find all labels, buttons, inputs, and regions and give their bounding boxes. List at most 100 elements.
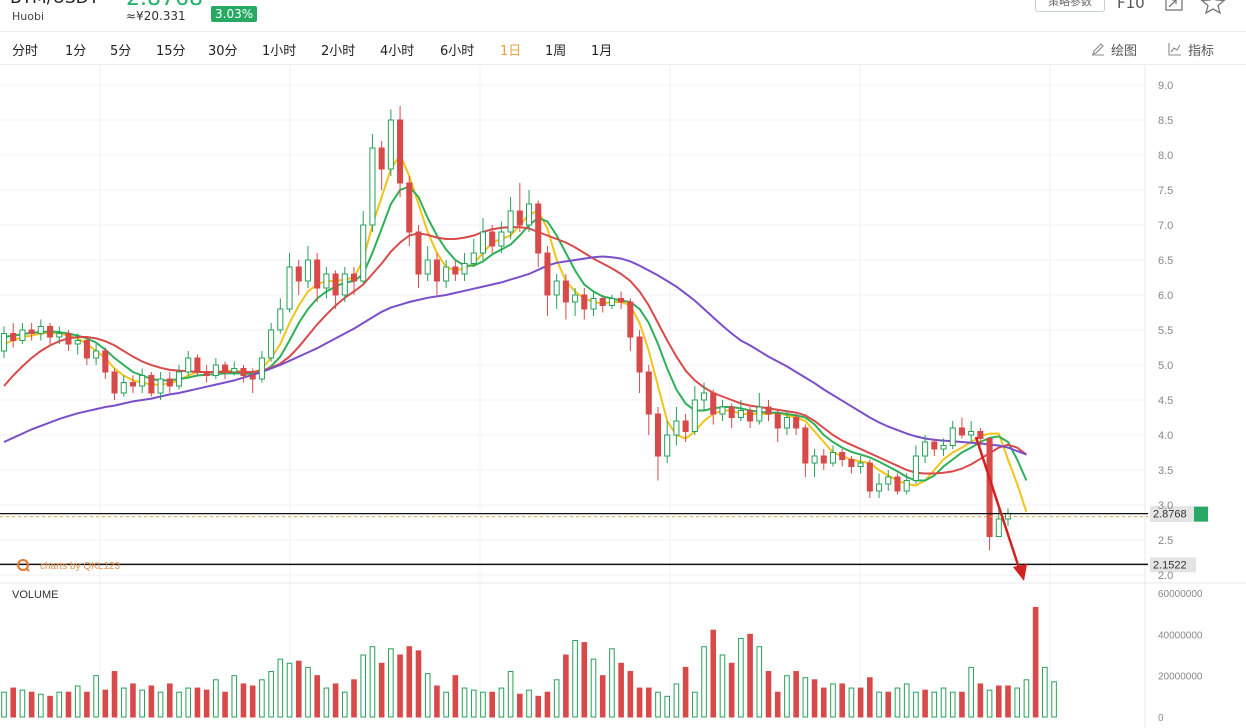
candle-up [507,210,514,233]
volume-bar [636,687,643,718]
volume-bar [756,646,763,718]
candlestick-chart[interactable]: 2.8768 2.1522 charts by QKL123 9.0 8.5 8.0 7… [0,65,1246,728]
volume-bar [222,691,228,718]
ma-line [3,152,1028,513]
volume-tick-label: 60000000 [1158,589,1203,600]
candle-down [378,147,385,170]
price-tick-label: 9.0 [1158,80,1173,92]
candle-down [581,294,588,310]
tab-4hour[interactable]: 4小时 [380,44,415,59]
candle-up [857,462,864,467]
volume-bar [388,648,394,718]
price-tick-label: 3.0 [1158,500,1173,512]
change-badge: 3.03% [211,6,258,22]
tab-timeline[interactable]: 分时 [12,44,39,59]
candle-down [295,266,302,282]
volume-bar [830,683,836,718]
candle-up [876,483,883,492]
volume-bar [213,679,219,718]
expand-icon[interactable] [1164,0,1184,12]
volume-bar [507,671,514,718]
candle-up [461,263,468,275]
volume-bar [959,691,965,718]
candle-down [83,340,90,359]
volume-bar [240,683,247,718]
candle-down [544,252,551,296]
tab-30min[interactable]: 30分 [208,44,238,59]
candle-down [65,333,72,345]
candle-up [498,231,505,247]
volume-bar [710,629,717,718]
f10-button[interactable]: F10 [1117,0,1145,12]
volume-bar [65,691,72,718]
arrow-head [1013,564,1027,581]
candle-up [286,266,293,310]
tab-1min[interactable]: 1分 [65,44,87,59]
candle-up [139,375,146,387]
pencil-icon [1092,43,1104,56]
tab-15min[interactable]: 15分 [156,44,186,59]
candle-down [765,406,772,415]
tab-1day[interactable]: 1日 [500,44,522,59]
volume-bar [268,671,274,718]
volume-bar [231,675,238,718]
candle-up [175,371,183,387]
price-tick-label: 7.5 [1158,185,1173,197]
last-price: 2.8768 [126,0,203,11]
volume-bar [498,687,505,718]
candle-up [590,298,597,310]
candle-down [102,350,109,373]
volume-bar [968,666,974,718]
indicator-label: 指标 [1188,44,1215,59]
volume-bar [397,654,403,718]
draw-tool-button[interactable]: 绘图 [1092,40,1138,59]
volume-bar [194,687,201,718]
volume-bar [461,687,468,718]
price-tick-label: 5.0 [1158,360,1173,372]
volume-bar [1051,681,1057,718]
price-tick-label: 4.0 [1158,430,1173,442]
volume-bar [526,689,532,718]
strategy-params-button[interactable]: 策略参数 [1035,0,1105,12]
volume-bar [28,691,35,718]
tab-1month[interactable]: 1月 [591,44,613,59]
volume-bar [120,687,127,718]
volume-bar [259,679,265,718]
candle-up [360,224,367,282]
price-tick-label: 8.5 [1158,115,1173,127]
draw-tool-label: 绘图 [1111,44,1138,59]
down-arrow-annotation [974,436,1027,581]
candle-down [931,441,938,450]
candle-down [866,462,873,492]
candle-up [940,445,947,450]
volume-bar [931,691,938,718]
volume-bar [599,675,606,718]
candle-down [350,273,358,282]
candle-up [341,273,348,296]
ma-line [3,185,1028,482]
candle-down [627,301,634,338]
price-tick-label: 2.0 [1158,570,1173,582]
candle-up [701,392,708,401]
volume-tick-label: 20000000 [1158,672,1203,683]
volume-bar [314,675,320,718]
watermark-logo-tail [25,567,30,572]
candle-up [443,266,450,282]
tab-5min[interactable]: 5分 [110,44,132,59]
volume-bar [342,691,348,718]
indicator-button[interactable]: 指标 [1168,40,1215,59]
tab-1hour[interactable]: 1小时 [262,44,297,59]
volume-bar [1005,685,1011,718]
candle-up [525,203,533,226]
tab-1week[interactable]: 1周 [545,44,567,59]
volume-bar [922,689,928,718]
star-icon[interactable] [1200,0,1226,14]
candle-down [222,364,229,373]
tab-2hour[interactable]: 2小时 [321,44,356,59]
volume-bar [645,687,652,718]
candle-up [995,518,1002,537]
candle-up [424,259,431,275]
tab-6hour[interactable]: 6小时 [440,44,475,59]
volume-bar [738,637,744,718]
volume-bar [93,675,99,718]
